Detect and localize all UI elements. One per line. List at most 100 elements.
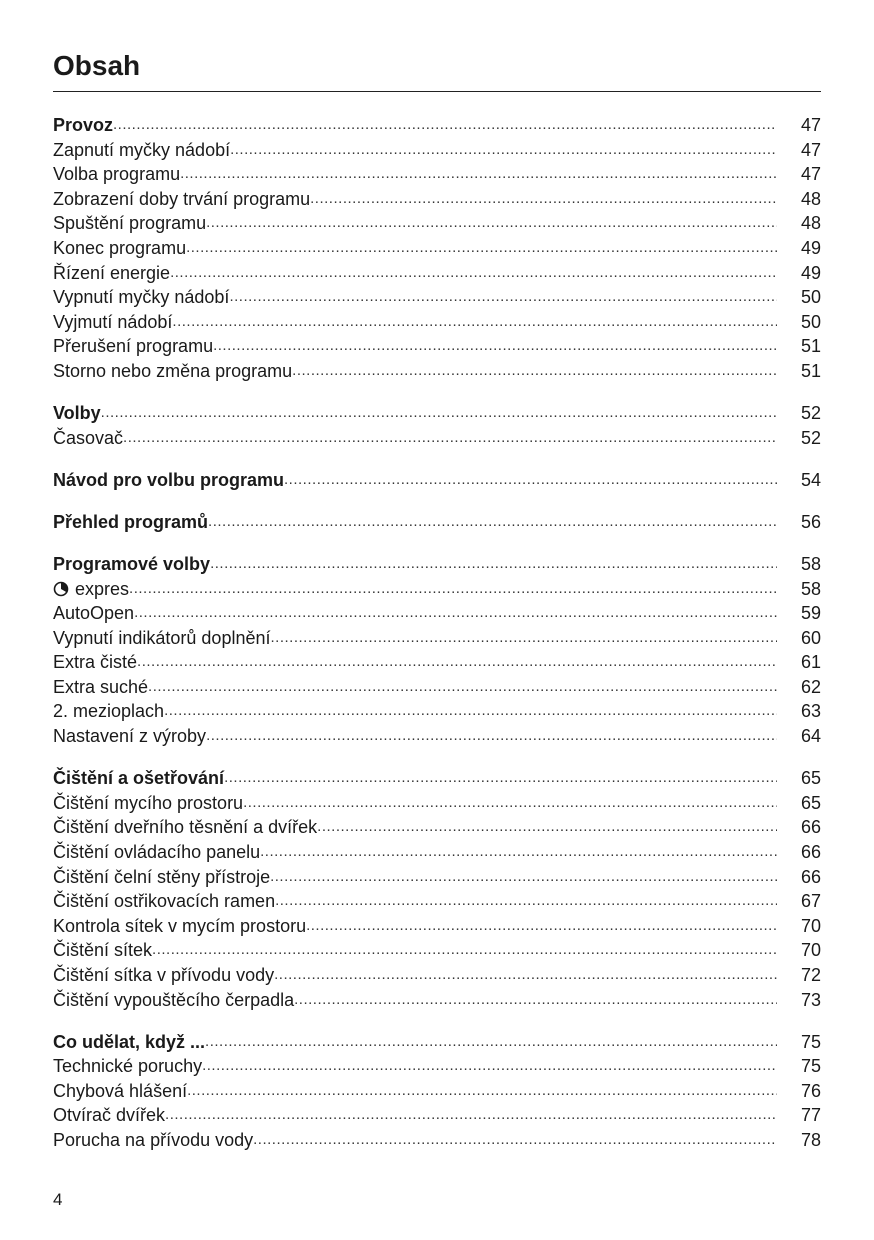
toc-entry-page: 49 — [800, 262, 821, 283]
toc-chapter-entry[interactable]: Volby 52 — [53, 401, 821, 426]
toc-entry[interactable]: Vyjmutí nádobí 50 — [53, 310, 821, 335]
dot-leader — [294, 988, 777, 1013]
toc-entry-text: Přerušení programu — [53, 336, 214, 357]
toc-chapter-entry[interactable]: Přehled programů 56 — [53, 510, 821, 535]
toc-entry[interactable]: Čištění mycího prostoru 65 — [53, 791, 821, 816]
page-title: Obsah — [53, 50, 141, 81]
toc-entry-label: Porucha na přívodu vody — [53, 1128, 253, 1153]
dot-leader — [165, 1103, 777, 1128]
toc-entry-label: Čištění sítek — [53, 938, 152, 963]
toc-entry-label: Návod pro volbu programu — [53, 468, 284, 493]
toc-entry[interactable]: Nastavení z výroby 64 — [53, 724, 821, 749]
dot-leader — [317, 815, 777, 840]
toc-entry[interactable]: Čištění vypouštěcího čerpadla 73 — [53, 988, 821, 1013]
toc-chapter-entry[interactable]: Provoz 47 — [53, 113, 821, 138]
toc-entry-text: Čištění vypouštěcího čerpadla — [53, 989, 295, 1010]
toc-entry-label: Programové volby — [53, 552, 210, 577]
toc-entry[interactable]: Řízení energie 49 — [53, 261, 821, 286]
toc-entry[interactable]: Technické poruchy 75 — [53, 1054, 821, 1079]
toc-entry[interactable]: 2. mezioplach 63 — [53, 699, 821, 724]
toc-entry-label: Zobrazení doby trvání programu — [53, 187, 310, 212]
dot-leader — [306, 914, 777, 939]
dot-leader — [134, 601, 777, 626]
dot-leader — [208, 510, 777, 535]
toc-entry-page: 51 — [800, 336, 821, 357]
toc-entry-page: 48 — [800, 188, 821, 209]
toc-entry[interactable]: Čištění sítek 70 — [53, 938, 821, 963]
toc-entry-page: 66 — [800, 841, 821, 862]
toc-entry[interactable]: Konec programu 49 — [53, 236, 821, 261]
dot-leader — [213, 334, 777, 359]
toc-entry[interactable]: Vypnutí myčky nádobí 50 — [53, 285, 821, 310]
toc-entry[interactable]: Vypnutí indikátorů doplnění 60 — [53, 626, 821, 651]
toc-entry-text: Zapnutí myčky nádobí — [53, 139, 231, 160]
toc-entry-text: Návod pro volbu programu — [53, 469, 285, 490]
toc-entry-text: 2. mezioplach — [53, 701, 165, 722]
toc-chapter-entry[interactable]: Co udělat, když ... 75 — [53, 1030, 821, 1055]
toc-entry-text: Provoz — [53, 115, 114, 135]
toc-entry[interactable]: Čištění čelní stěny přístroje 66 — [53, 865, 821, 890]
toc-entry-page: 50 — [800, 287, 821, 308]
toc-entry-label: Čištění ostřikovacích ramen — [53, 889, 275, 914]
toc-entry[interactable]: Extra čisté 61 — [53, 650, 821, 675]
dot-leader — [210, 552, 777, 577]
dot-leader — [164, 699, 777, 724]
dot-leader — [229, 285, 777, 310]
toc-chapter-entry[interactable]: Čištění a ošetřování 65 — [53, 766, 821, 791]
toc-entry-label: Vypnutí indikátorů doplnění — [53, 626, 271, 651]
toc-entry[interactable]: Chybová hlášení 76 — [53, 1079, 821, 1104]
toc-entry[interactable]: Čištění ostřikovacích ramen 67 — [53, 889, 821, 914]
toc-entry-label: Co udělat, když ... — [53, 1030, 205, 1055]
dot-leader — [243, 791, 777, 816]
toc-entry-page: 47 — [800, 164, 821, 185]
toc-section: Návod pro volbu programu 54 — [53, 468, 821, 493]
toc-entry[interactable]: Zapnutí myčky nádobí 47 — [53, 138, 821, 163]
toc-entry-label: Volba programu — [53, 162, 180, 187]
toc-entry-page: 67 — [800, 891, 821, 912]
toc-entry[interactable]: Časovač 52 — [53, 426, 821, 451]
toc-entry[interactable]: Volba programu 47 — [53, 162, 821, 187]
toc-entry[interactable]: AutoOpen 59 — [53, 601, 821, 626]
toc-entry-text: Čištění a ošetřování — [53, 768, 225, 789]
toc-entry[interactable]: Čištění sítka v přívodu vody 72 — [53, 963, 821, 988]
toc-entry[interactable]: Čištění dveřního těsnění a dvířek 66 — [53, 815, 821, 840]
toc-section: Čištění a ošetřování65Čištění mycího pro… — [53, 766, 821, 1012]
toc-entry-text: Vypnutí myčky nádobí — [53, 287, 230, 308]
toc-entry-text: Volba programu — [53, 164, 181, 185]
dot-leader — [101, 401, 777, 426]
toc-entry-page: 58 — [800, 578, 821, 599]
toc-entry-label: Storno nebo změna programu — [53, 359, 292, 384]
toc-entry[interactable]: expres 58 — [53, 577, 821, 602]
toc-entry-text: Přehled programů — [53, 511, 209, 532]
toc-entry-label: Nastavení z výroby — [53, 724, 206, 749]
table-of-contents: Provoz47Zapnutí myčky nádobí47Volba prog… — [53, 113, 821, 1170]
timer-icon — [53, 579, 69, 596]
toc-section: Co udělat, když ... 75 Technické poruchy 75… — [53, 1030, 821, 1153]
toc-section: Provoz47Zapnutí myčky nádobí47Volba prog… — [53, 113, 821, 384]
dot-leader — [275, 889, 777, 914]
toc-entry[interactable]: Zobrazení doby trvání programu 48 — [53, 187, 821, 212]
dot-leader — [129, 577, 777, 602]
toc-entry[interactable]: Otvírač dvířek 77 — [53, 1103, 821, 1128]
toc-entry-label: Zapnutí myčky nádobí — [53, 138, 230, 163]
toc-entry-text: Kontrola sítek v mycím prostoru — [53, 915, 307, 936]
toc-entry[interactable]: Kontrola sítek v mycím prostoru 70 — [53, 914, 821, 939]
toc-entry[interactable]: Přerušení programu 51 — [53, 334, 821, 359]
dot-leader — [284, 468, 777, 493]
toc-entry-text: Vyjmutí nádobí — [53, 311, 173, 332]
toc-entry-page: 70 — [800, 940, 821, 961]
toc-chapter-entry[interactable]: Programové volby 58 — [53, 552, 821, 577]
toc-entry-label: Extra čisté — [53, 650, 137, 675]
toc-entry-label: Chybová hlášení — [53, 1079, 187, 1104]
toc-entry[interactable]: Spuštění programu 48 — [53, 211, 821, 236]
toc-entry-page: 73 — [800, 989, 821, 1010]
toc-entry-page: 75 — [800, 1056, 821, 1077]
toc-entry[interactable]: Čištění ovládacího panelu 66 — [53, 840, 821, 865]
toc-entry[interactable]: Extra suché 62 — [53, 675, 821, 700]
toc-entry-text: Konec programu — [53, 237, 187, 258]
toc-entry-page: 77 — [800, 1105, 821, 1126]
toc-entry[interactable]: Storno nebo změna programu 51 — [53, 359, 821, 384]
toc-chapter-entry[interactable]: Návod pro volbu programu 54 — [53, 468, 821, 493]
toc-entry[interactable]: Porucha na přívodu vody 78 — [53, 1128, 821, 1153]
toc-entry-text: Storno nebo změna programu — [53, 360, 293, 381]
